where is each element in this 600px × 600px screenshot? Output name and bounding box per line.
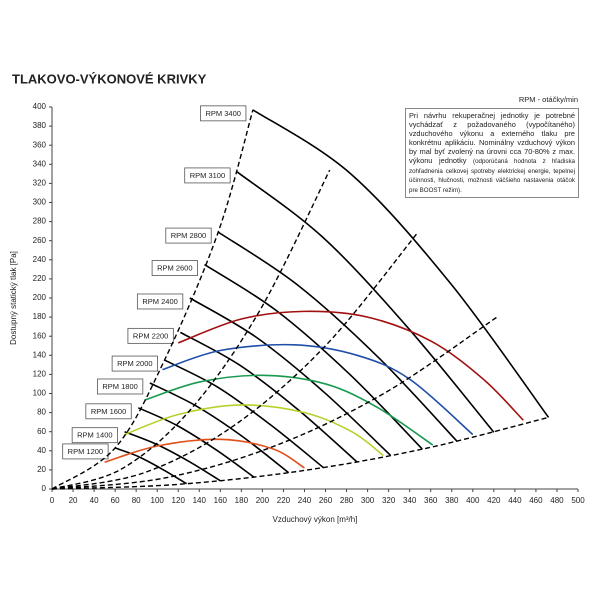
y-tick-label: 160 bbox=[33, 331, 47, 340]
x-tick-label: 320 bbox=[382, 496, 396, 505]
curve-label-box bbox=[136, 293, 184, 310]
curve bbox=[236, 171, 495, 433]
y-tick-label: 340 bbox=[33, 159, 47, 168]
y-tick-label: 280 bbox=[33, 217, 47, 226]
legend-title: RPM - otáčky/min bbox=[519, 95, 578, 104]
x-tick-label: 400 bbox=[466, 496, 480, 505]
x-tick-label: 120 bbox=[172, 496, 186, 505]
curve-label-box bbox=[111, 355, 158, 372]
curve bbox=[114, 447, 188, 485]
curve bbox=[162, 343, 474, 436]
x-tick-label: 180 bbox=[235, 496, 249, 505]
x-tick-label: 240 bbox=[298, 496, 312, 505]
curve-label: RPM 2000 bbox=[117, 359, 152, 368]
x-tick-label: 140 bbox=[193, 496, 207, 505]
curve-label-box bbox=[151, 260, 198, 276]
x-tick-label: 500 bbox=[571, 496, 585, 505]
y-axis-label: Dostupný statický tlak [Pa] bbox=[9, 251, 18, 345]
y-tick-label: 200 bbox=[33, 293, 47, 302]
curve-label-box bbox=[165, 227, 212, 244]
x-tick-label: 380 bbox=[445, 496, 459, 505]
x-tick-label: 260 bbox=[319, 496, 333, 505]
curve-label: RPM 3400 bbox=[205, 109, 240, 118]
y-tick-label: 180 bbox=[33, 312, 47, 321]
curve bbox=[177, 310, 524, 421]
x-tick-label: 440 bbox=[508, 496, 522, 505]
x-tick-label: 340 bbox=[403, 496, 417, 505]
guide-line bbox=[51, 316, 498, 490]
x-tick-label: 420 bbox=[487, 496, 501, 505]
y-tick-label: 300 bbox=[33, 198, 47, 207]
x-tick-label: 160 bbox=[214, 496, 228, 505]
y-tick-label: 240 bbox=[33, 255, 47, 264]
y-tick-label: 80 bbox=[37, 408, 46, 417]
y-tick-label: 400 bbox=[33, 102, 47, 111]
curve bbox=[252, 109, 550, 418]
curve bbox=[124, 404, 384, 457]
guide-line bbox=[51, 109, 254, 490]
curve-label: RPM 2400 bbox=[142, 297, 177, 306]
curve-label: RPM 1400 bbox=[77, 431, 112, 440]
curve bbox=[149, 382, 290, 474]
y-tick-label: 0 bbox=[42, 484, 47, 493]
x-tick-label: 480 bbox=[550, 496, 564, 505]
x-tick-label: 200 bbox=[256, 496, 270, 505]
guide-line bbox=[51, 416, 549, 490]
x-tick-label: 20 bbox=[69, 496, 78, 505]
y-tick-label: 220 bbox=[33, 274, 47, 283]
curve bbox=[137, 407, 255, 478]
x-tick-label: 40 bbox=[90, 496, 99, 505]
y-tick-label: 140 bbox=[33, 350, 47, 359]
y-tick-label: 320 bbox=[33, 179, 47, 188]
x-tick-label: 0 bbox=[50, 496, 55, 505]
curve-label-box bbox=[184, 167, 231, 184]
x-tick-label: 280 bbox=[340, 496, 354, 505]
y-tick-label: 40 bbox=[37, 446, 46, 455]
x-tick-label: 220 bbox=[277, 496, 291, 505]
y-tick-label: 120 bbox=[33, 370, 47, 379]
curve bbox=[179, 331, 358, 463]
curve-label: RPM 1800 bbox=[102, 382, 137, 391]
note-small-text: (odporúčaná hodnota z hľadiska zohľadnen… bbox=[409, 158, 576, 194]
curve-label-box bbox=[200, 105, 247, 122]
curve bbox=[189, 297, 392, 457]
guide-line bbox=[51, 231, 419, 490]
curve-label: RPM 1600 bbox=[91, 407, 126, 416]
curve-label-box bbox=[62, 443, 109, 460]
curve bbox=[104, 438, 305, 469]
x-tick-label: 460 bbox=[529, 496, 543, 505]
y-tick-label: 100 bbox=[33, 389, 47, 398]
chart-title: TLAKOVO-VÝKONOVÉ KRIVKY bbox=[12, 71, 207, 86]
curve bbox=[217, 231, 458, 442]
y-tick-label: 360 bbox=[33, 140, 47, 149]
note-box: Pri návrhu rekuperačnej jednotky je potr… bbox=[405, 108, 579, 198]
curve-label: RPM 2600 bbox=[157, 264, 192, 273]
y-tick-label: 60 bbox=[37, 427, 46, 436]
x-tick-label: 300 bbox=[361, 496, 375, 505]
curve bbox=[164, 359, 324, 469]
guide-line bbox=[51, 169, 331, 490]
x-tick-label: 80 bbox=[132, 496, 141, 505]
x-tick-label: 60 bbox=[111, 496, 120, 505]
y-tick-label: 380 bbox=[33, 121, 47, 130]
curve bbox=[124, 430, 221, 482]
curve bbox=[204, 263, 423, 450]
note-text: Pri návrhu rekuperačnej jednotky je potr… bbox=[409, 111, 575, 165]
curve-label: RPM 1200 bbox=[68, 447, 103, 456]
curve-label-box bbox=[71, 427, 118, 444]
x-tick-label: 360 bbox=[424, 496, 438, 505]
x-axis-label: Vzduchový výkon [m³/h] bbox=[273, 515, 358, 524]
curve-label: RPM 2200 bbox=[133, 331, 168, 340]
curve-label: RPM 2800 bbox=[171, 231, 206, 240]
curve-label-box bbox=[127, 327, 174, 344]
x-tick-label: 100 bbox=[151, 496, 165, 505]
y-tick-label: 20 bbox=[37, 465, 46, 474]
y-tick-label: 260 bbox=[33, 236, 47, 245]
curve-label-box bbox=[96, 378, 144, 395]
curve bbox=[144, 374, 434, 446]
curve-label: RPM 3100 bbox=[190, 171, 225, 180]
curve-label-box bbox=[85, 403, 132, 420]
